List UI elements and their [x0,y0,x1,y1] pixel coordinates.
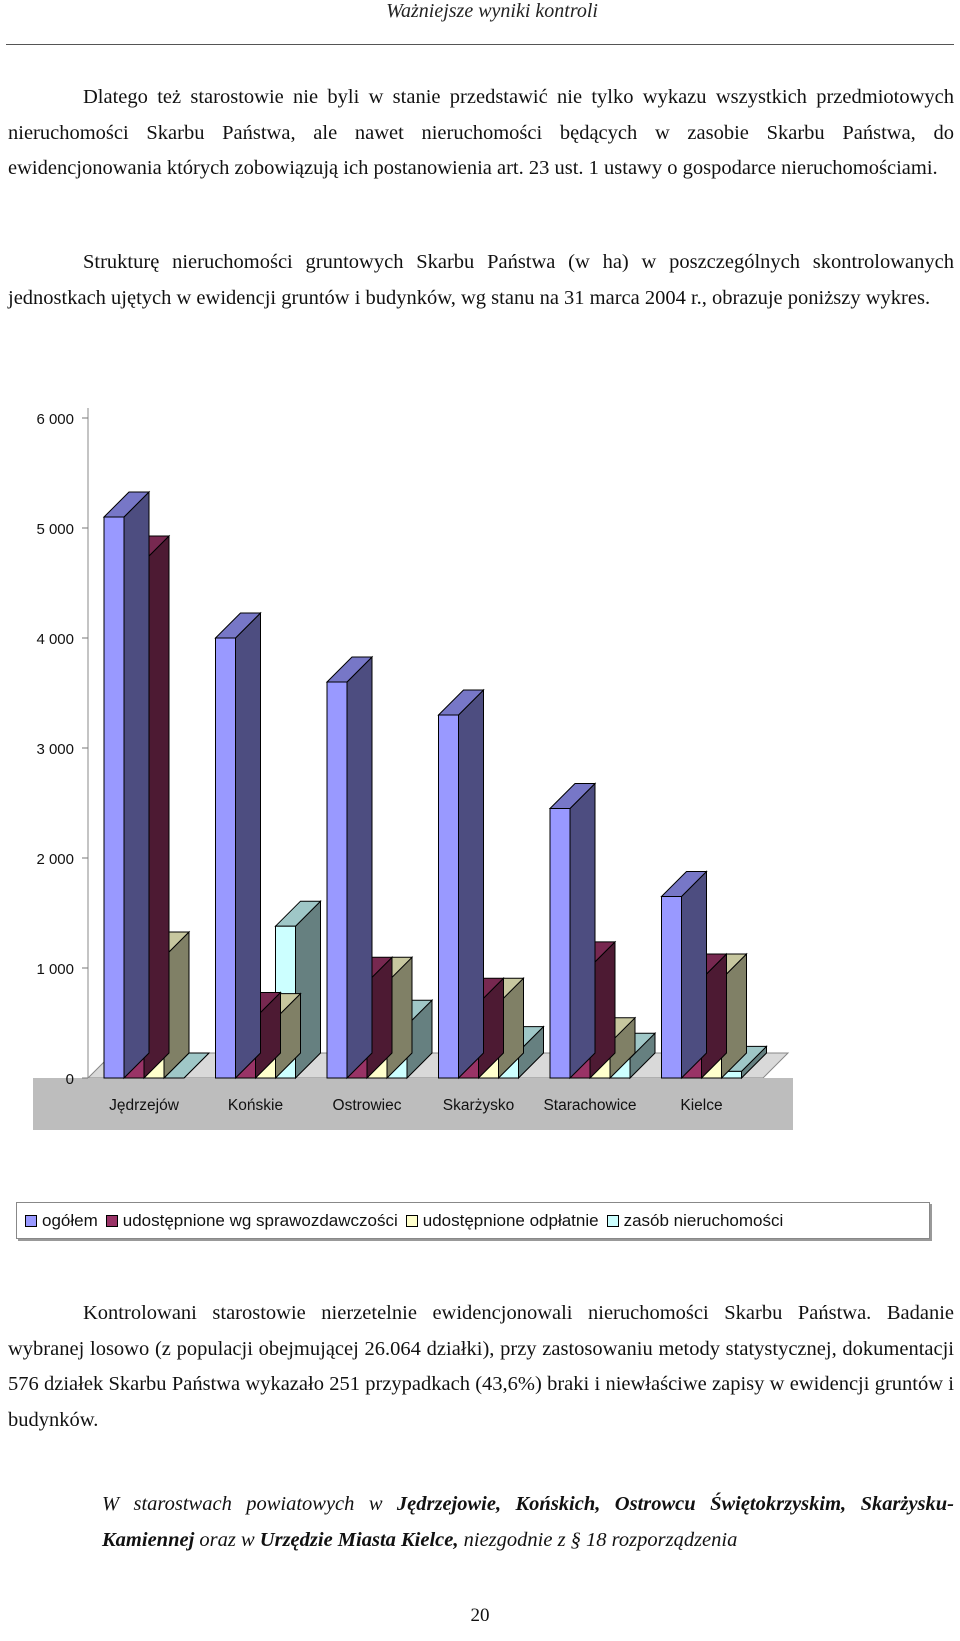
chart-legend: ogółem udostępnione wg sprawozdawczości ud… [16,1202,930,1239]
page-header: Ważniejsze wyniki kontroli [0,0,960,46]
paragraph-1: Dlatego też starostowie nie byli w stani… [8,86,954,179]
legend-item: zasób nieruchomości [606,1203,784,1238]
bar-chart: 0 1 000 2 000 3 000 4 000 5 000 6 000 Jędrzejów… [0,395,960,1245]
header-rule [6,44,954,45]
bar-0-0 [103,516,125,1079]
paragraph-2: Strukturę nieruchomości gruntowych Skarb… [8,251,954,309]
legend-item: udostępnione wg sprawozdawczości [105,1203,398,1238]
legend-label: ogółem [42,1210,98,1230]
bar-side-5-0 [681,870,707,1080]
paragraph-4: W starostwach powiatowych w Jędrzejowie,… [102,1487,954,1558]
category-label: Kielce [680,1097,722,1114]
bar-side-3-0 [458,688,484,1080]
category-band [33,1078,793,1130]
legend-swatch [25,1214,37,1227]
category-label: Skarżysko [443,1097,515,1114]
y-tick-label: 1 000 [36,961,74,978]
legend-label: udostępnione odpłatnie [422,1210,599,1230]
legend-swatch [405,1214,418,1227]
y-tick-label: 2 000 [36,851,74,868]
legend-swatch [606,1214,619,1227]
y-axis-area [33,395,88,1078]
bar-side-1-0 [235,611,261,1080]
p4-text-1: W starostwach powiatowych w [102,1493,397,1515]
running-header-title: Ważniejsze wyniki kontroli [386,0,598,22]
category-label: Jędrzejów [109,1097,180,1114]
bar-3-0 [438,714,459,1079]
bar-5-0 [661,896,682,1079]
y-tick-label: 3 000 [36,741,74,758]
y-tick-label: 4 000 [36,631,74,648]
p4-text-2: oraz w [194,1528,260,1551]
bar-side-0-0 [123,490,150,1080]
p4-text-3: niezgodnie z § 18 rozporządzenia [458,1528,738,1551]
legend-label: udostępnione wg sprawozdawczości [122,1210,398,1230]
bar-side-2-0 [346,655,373,1080]
category-label: Końskie [228,1097,283,1114]
chart-canvas: 0 1 000 2 000 3 000 4 000 5 000 6 000 Jędrzejów… [33,395,793,1130]
legend-label: zasób nieruchomości [623,1210,784,1230]
y-tick-label: 6 000 [36,411,74,428]
bar-side-4-0 [569,782,596,1080]
legend-swatch [105,1214,118,1227]
legend-item: udostępnione odpłatnie [405,1203,599,1238]
bar-1-0 [215,637,236,1079]
paragraph-3: Kontrolowani starostowie nierzetelnie ew… [8,1302,954,1431]
category-label: Ostrowiec [333,1097,402,1114]
p4-bold-2: Urzędzie Miasta Kielce, [259,1528,459,1551]
y-tick-label: 0 [66,1071,74,1088]
p4-bold-1: Jędrzejowie, Końskich, Ostrowcu Świętokr… [102,1493,954,1551]
y-tick-label: 5 000 [36,521,74,538]
bar-4-0 [549,808,571,1079]
bar-2-0 [326,681,348,1079]
page-number: 20 [470,1605,490,1626]
legend-item: ogółem [25,1203,98,1238]
category-label: Starachowice [543,1097,636,1114]
